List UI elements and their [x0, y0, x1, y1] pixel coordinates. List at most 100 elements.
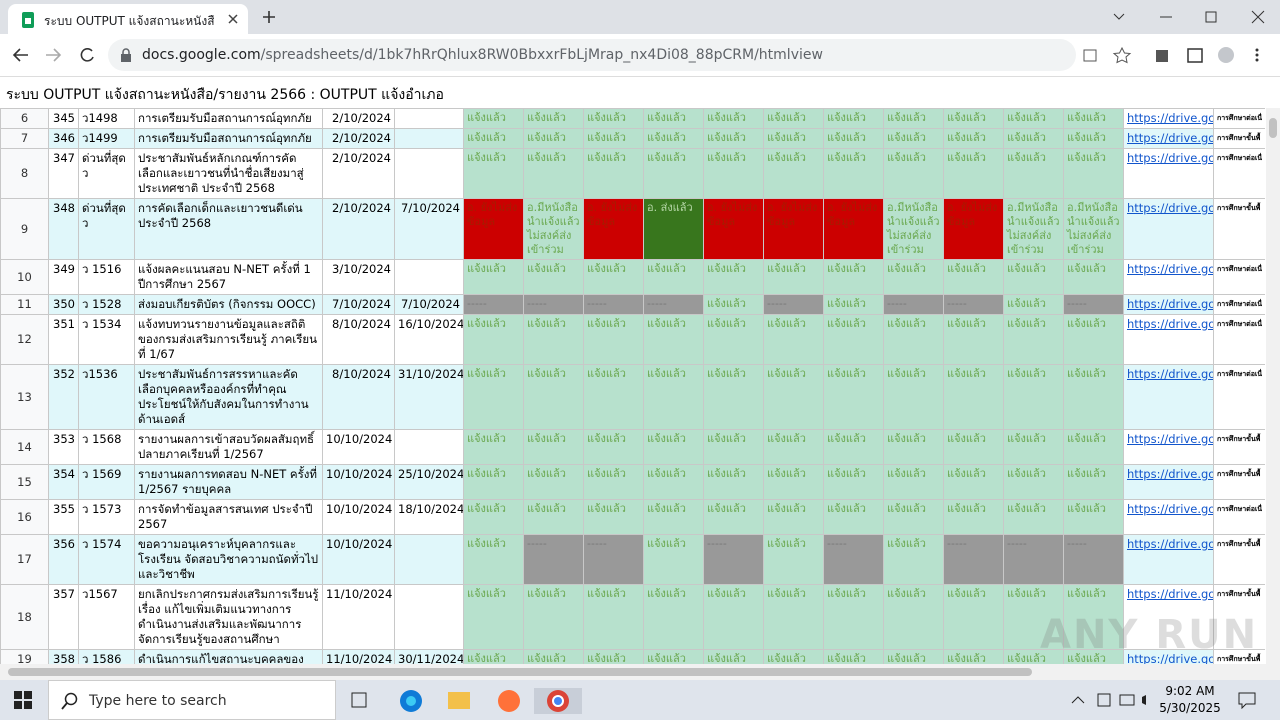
doc-code: ว1567	[78, 584, 135, 650]
status-cell: แจ้งแล้ว	[703, 464, 764, 500]
doc-number: 347	[48, 148, 79, 199]
tab-bar: ระบบ OUTPUT แจ้งสถานะหนังสือ/รา	[0, 0, 1280, 34]
horizontal-scrollbar[interactable]	[0, 664, 1280, 680]
status-cell: แจ้งแล้ว	[763, 314, 824, 365]
status-cell: แจ้งแล้ว	[823, 148, 884, 199]
drive-link[interactable]: https://drive.goo	[1127, 367, 1214, 381]
link-cell: https://drive.goo	[1123, 148, 1214, 199]
row-number: 15	[0, 464, 49, 500]
status-cell: แจ้งแล้ว	[583, 259, 644, 295]
drive-link[interactable]: https://drive.goo	[1127, 151, 1214, 165]
drive-link[interactable]: https://drive.goo	[1127, 317, 1214, 331]
status-cell: แจ้งแล้ว	[643, 534, 704, 585]
status-cell: แจ้งแล้ว	[463, 108, 524, 129]
date-sent: 7/10/2024	[322, 294, 395, 315]
drive-link[interactable]: https://drive.goo	[1127, 587, 1214, 601]
drive-link[interactable]: https://drive.goo	[1127, 432, 1214, 446]
vertical-scrollbar[interactable]	[1266, 108, 1280, 664]
url: docs.google.com/spreadsheets/d/1bk7hRrQh…	[142, 47, 823, 63]
window-controls[interactable]	[1112, 10, 1272, 24]
close-tab[interactable]	[226, 12, 240, 26]
status-cell: แจ้งแล้ว	[643, 499, 704, 535]
status-cell: แจ้งแล้ว	[943, 499, 1004, 535]
notifications[interactable]	[1238, 691, 1256, 709]
doc-code: ด่วนที่สุด ว	[78, 148, 135, 199]
row-number: 13	[0, 364, 49, 430]
scroll-thumb[interactable]	[1269, 118, 1277, 138]
note-cell: การศึกษาขั้นพื้	[1213, 534, 1265, 585]
drive-link[interactable]: https://drive.goo	[1127, 297, 1214, 311]
status-cell: แจ้งแล้ว	[943, 314, 1004, 365]
status-cell: แจ้งแล้ว	[1003, 128, 1064, 149]
date-due: 30/11/2024	[394, 649, 464, 664]
tray-icons[interactable]	[1070, 691, 1150, 709]
date-due: 7/10/2024	[394, 198, 464, 260]
address-bar: docs.google.com/spreadsheets/d/1bk7hRrQh…	[0, 34, 1280, 77]
date-sent: 10/10/2024	[322, 534, 395, 585]
drive-link[interactable]: https://drive.goo	[1127, 537, 1214, 551]
date-due	[394, 128, 464, 149]
status-cell: แจ้งแล้ว	[1003, 314, 1064, 365]
drive-link[interactable]: https://drive.goo	[1127, 262, 1214, 276]
sheet-row: 8 347 ด่วนที่สุด วประชาสัมพันธ์หลักเกณฑ์กา…	[0, 148, 1265, 199]
status-cell: -----	[883, 294, 944, 315]
status-cell: แจ้งแล้ว	[643, 108, 704, 129]
toolbar-icons[interactable]	[1082, 46, 1272, 64]
new-tab[interactable]	[262, 10, 276, 24]
status-cell: แจ้งแล้ว	[463, 464, 524, 500]
scroll-thumb[interactable]	[8, 668, 1032, 676]
status-cell: -----	[1063, 294, 1124, 315]
status-cell: แจ้งแล้ว	[463, 534, 524, 585]
link-cell: https://drive.goo	[1123, 464, 1214, 500]
status-cell: แจ้งแล้ว	[463, 364, 524, 430]
sheet-row: 15 354 ว 1569 รายงานผลการทดสอบ N-NET ครั้งท…	[0, 464, 1265, 500]
drive-link[interactable]: https://drive.goo	[1127, 111, 1214, 125]
status-cell: แจ้งแล้ว	[883, 108, 944, 129]
status-cell: แจ้งแล้ว	[643, 148, 704, 199]
pinned-apps[interactable]	[348, 688, 588, 714]
status-cell: แจ้งแล้ว	[583, 128, 644, 149]
doc-title: ประชาสัมพันธ์การสรรหาและคัดเลือกบุคคลหรื…	[134, 364, 323, 430]
link-cell: https://drive.goo	[1123, 108, 1214, 129]
link-cell: https://drive.goo	[1123, 534, 1214, 585]
row-number: 6	[0, 108, 49, 129]
note-cell: การศึกษาขั้นพื้	[1213, 198, 1265, 260]
tab-title: ระบบ OUTPUT แจ้งสถานะหนังสือ/รา	[44, 14, 214, 28]
omnibox[interactable]: docs.google.com/spreadsheets/d/1bk7hRrQh…	[108, 39, 1076, 71]
status-cell: -----	[643, 294, 704, 315]
status-cell: แจ้งแล้ว	[823, 108, 884, 129]
drive-link[interactable]: https://drive.goo	[1127, 652, 1214, 664]
status-cell: อ.มีหนังสือนำแจ้งแล้วไม่สงค์ส่งเข้าร่วม	[1063, 198, 1124, 260]
sheet-row: 7 346 ว1499 การเตรียมรับมือสถานการณ์อุทกภัย…	[0, 128, 1265, 149]
start-button[interactable]	[14, 691, 32, 709]
status-cell: แจ้งแล้ว	[643, 128, 704, 149]
doc-title: การคัดเลือกเด็กและเยาวชนดีเด่น ประจำปี 2…	[134, 198, 323, 260]
clock[interactable]: 9:02 AM 5/30/2025	[1150, 683, 1230, 717]
drive-link[interactable]: https://drive.goo	[1127, 131, 1214, 145]
doc-title: แจ้งทบทวนรายงานข้อมูลและสถิติของกรมส่งเส…	[134, 314, 323, 365]
drive-link[interactable]: https://drive.goo	[1127, 502, 1214, 516]
date-due: 25/10/2024	[394, 464, 464, 500]
nav-buttons[interactable]	[12, 46, 102, 64]
drive-link[interactable]: https://drive.goo	[1127, 201, 1214, 215]
status-cell: แจ้งแล้ว	[883, 148, 944, 199]
browser-tab[interactable]: ระบบ OUTPUT แจ้งสถานะหนังสือ/รา	[8, 4, 248, 34]
drive-link[interactable]: https://drive.goo	[1127, 467, 1214, 481]
status-cell: แจ้งแล้ว	[1003, 499, 1064, 535]
search-box[interactable]: Type here to search	[48, 680, 336, 720]
status-cell: แจ้งแล้ว	[1063, 499, 1124, 535]
doc-title: แจ้งผลคะแนนสอบ N-NET ครั้งที่ 1 ปีการศึก…	[134, 259, 323, 295]
status-cell: แจ้งแล้ว	[883, 499, 944, 535]
date-due	[394, 429, 464, 465]
doc-title: รายงานผลการทดสอบ N-NET ครั้งที่ 1/2567 ร…	[134, 464, 323, 500]
doc-number: 358	[48, 649, 79, 664]
status-cell: แจ้งแล้ว	[1063, 128, 1124, 149]
status-cell: -----	[763, 294, 824, 315]
date-sent: 2/10/2024	[322, 128, 395, 149]
doc-number: 350	[48, 294, 79, 315]
status-cell: แจ้งแล้ว	[883, 259, 944, 295]
status-cell: -----	[463, 294, 524, 315]
status-cell: แจ้งแล้ว	[823, 649, 884, 664]
sheet-view: 6 345 ว1498 การเตรียมรับมือสถานการณ์อุทกภัย…	[0, 108, 1265, 664]
doc-number: 351	[48, 314, 79, 365]
